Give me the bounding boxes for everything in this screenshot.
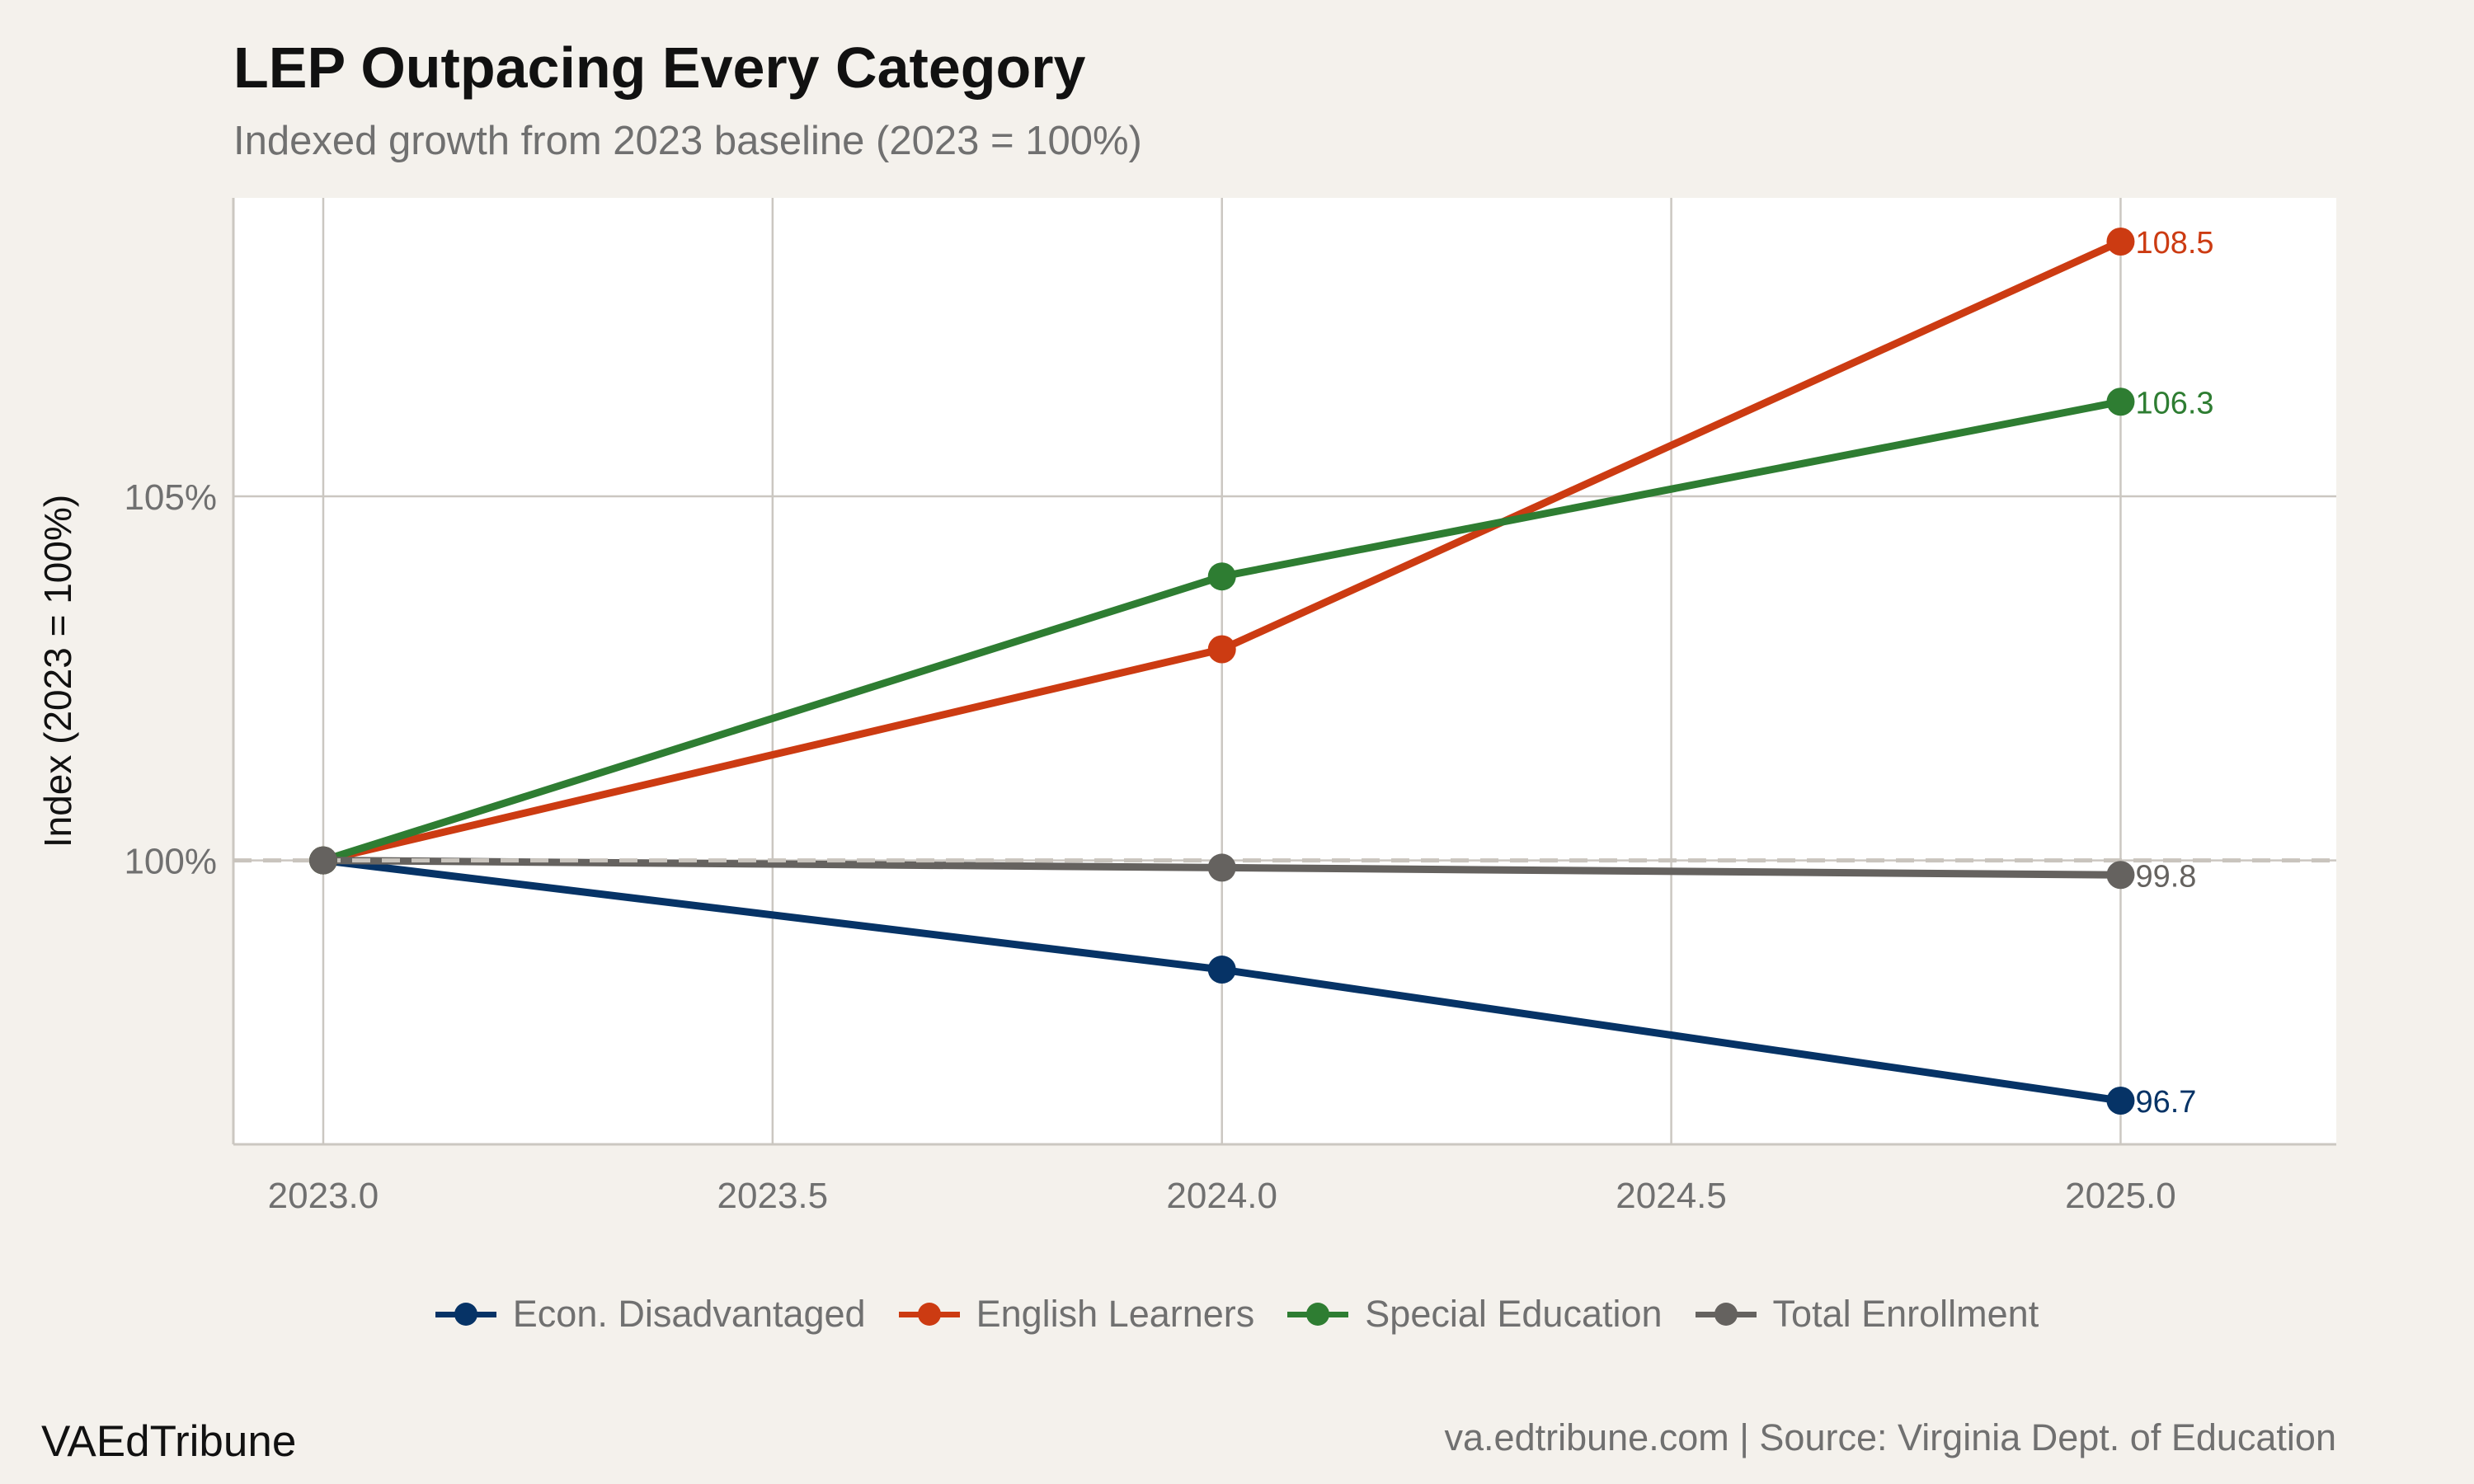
data-point xyxy=(1207,956,1236,984)
chart-title: LEP Outpacing Every Category xyxy=(233,35,1086,100)
data-point xyxy=(2106,861,2135,890)
chart-subtitle: Indexed growth from 2023 baseline (2023 … xyxy=(233,119,1142,163)
x-tick-label: 2024.5 xyxy=(1616,1176,1727,1216)
legend-label: Special Education xyxy=(1365,1293,1663,1335)
legend-key-icon xyxy=(1695,1298,1757,1331)
x-tick-label: 2025.0 xyxy=(2065,1176,2176,1216)
x-tick-label: 2023.5 xyxy=(717,1176,829,1216)
plot-panel xyxy=(233,198,2336,1144)
x-tick-label: 2023.0 xyxy=(268,1176,379,1216)
data-point xyxy=(1207,635,1236,664)
legend-label: Total Enrollment xyxy=(1772,1293,2039,1335)
x-tick-label: 2024.0 xyxy=(1166,1176,1277,1216)
legend-item: Total Enrollment xyxy=(1695,1293,2039,1336)
legend-item: Econ. Disadvantaged xyxy=(435,1293,866,1336)
end-value-label: 99.8 xyxy=(2135,859,2196,894)
legend-label: Econ. Disadvantaged xyxy=(512,1293,866,1335)
y-tick-label: 105% xyxy=(124,477,217,518)
legend: Econ. Disadvantaged English Learners Speci… xyxy=(0,1293,2474,1336)
legend-label: English Learners xyxy=(976,1293,1255,1335)
end-value-label: 96.7 xyxy=(2135,1085,2196,1120)
data-point xyxy=(2106,387,2135,416)
legend-item: English Learners xyxy=(898,1293,1255,1336)
brand-label: VAEdTribune xyxy=(41,1417,297,1466)
legend-key-icon xyxy=(1287,1298,1349,1331)
data-point xyxy=(1207,562,1236,591)
y-axis-label: Index (2023 = 100%) xyxy=(36,495,79,848)
data-point xyxy=(308,846,337,875)
end-value-label: 106.3 xyxy=(2135,386,2213,420)
legend-key-icon xyxy=(898,1298,960,1331)
y-tick-label: 100% xyxy=(124,842,217,882)
legend-item: Special Education xyxy=(1287,1293,1663,1336)
data-point xyxy=(1207,853,1236,882)
source-credit: va.edtribune.com | Source: Virginia Dept… xyxy=(1444,1416,2336,1458)
data-point xyxy=(2106,1087,2135,1115)
end-value-label: 108.5 xyxy=(2135,226,2213,261)
legend-key-icon xyxy=(435,1298,496,1331)
data-point xyxy=(2106,227,2135,256)
